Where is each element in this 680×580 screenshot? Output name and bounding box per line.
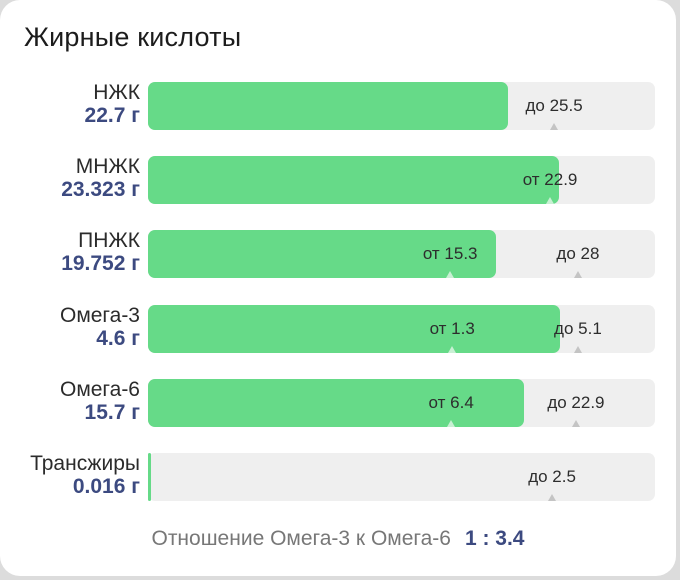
progress-track: от 15.3 до 28 (148, 230, 655, 278)
nutrient-row: Трансжиры 0.016 г до 2.5 (0, 452, 676, 502)
nutrient-amount: 0.016 г (72, 475, 140, 498)
omega-ratio: Отношение Омега-3 к Омега-6 1 : 3.4 (0, 527, 676, 551)
nutrient-row: Омега-3 4.6 г от 1.3 до 5.1 (0, 304, 676, 354)
progress-track: от 22.9 (148, 156, 655, 204)
nutrient-label: Трансжиры 0.016 г (30, 452, 140, 498)
nutrient-name: Трансжиры (30, 452, 140, 475)
nutrient-name: Омега-6 (59, 378, 140, 401)
nutrient-row: ПНЖК 19.752 г от 15.3 до 28 (0, 229, 676, 279)
range-marker-label: от 1.3 (429, 319, 475, 338)
progress-fill (148, 379, 525, 427)
nutrient-amount: 19.752 г (61, 252, 140, 275)
range-marker-label: до 5.1 (554, 319, 602, 338)
card-title: Жирные кислоты (24, 22, 242, 52)
nutrient-name: ПНЖК (78, 229, 140, 252)
progress-track: до 2.5 (148, 453, 655, 501)
nutrient-label: НЖК 22.7 г (85, 81, 140, 127)
range-marker-label: от 22.9 (522, 170, 578, 189)
marker-triangle-icon (446, 271, 455, 278)
marker-triangle-icon (448, 346, 457, 353)
nutrient-amount: 4.6 г (96, 327, 140, 350)
nutrient-row: Омега-6 15.7 г от 6.4 до 22.9 (0, 378, 676, 428)
marker-triangle-icon (447, 420, 456, 427)
nutrient-name: НЖК (93, 81, 140, 104)
marker-triangle-icon (571, 420, 580, 427)
range-marker-label: до 2.5 (528, 467, 576, 486)
marker-triangle-icon (573, 346, 582, 353)
progress-track: от 1.3 до 5.1 (148, 305, 655, 353)
progress-fill (148, 230, 496, 278)
marker-triangle-icon (573, 271, 582, 278)
nutrient-amount: 23.323 г (61, 178, 140, 201)
range-marker-label: от 6.4 (428, 393, 474, 412)
nutrient-label: МНЖК 23.323 г (61, 155, 140, 201)
nutrient-label: Омега-6 15.7 г (60, 378, 140, 424)
omega-ratio-label: Отношение Омега-3 к Омега-6 (151, 527, 451, 550)
omega-ratio-value: 1 : 3.4 (464, 527, 525, 550)
nutrient-row: НЖК 22.7 г до 25.5 (0, 81, 676, 131)
nutrient-name: Омега-3 (59, 304, 140, 327)
progress-fill (148, 305, 561, 353)
range-marker-label: до 28 (556, 244, 600, 263)
range-marker-label: до 25.5 (525, 96, 583, 115)
progress-fill (148, 82, 509, 130)
marker-triangle-icon (548, 494, 557, 501)
nutrient-label: ПНЖК 19.752 г (61, 229, 140, 275)
nutrient-name: МНЖК (75, 155, 140, 178)
range-marker-label: от 15.3 (422, 244, 478, 263)
nutrient-amount: 15.7 г (84, 401, 140, 424)
progress-fill (148, 453, 151, 501)
range-marker-label: до 22.9 (547, 393, 605, 412)
nutrient-label: Омега-3 4.6 г (60, 304, 140, 350)
nutrient-amount: 22.7 г (84, 104, 140, 127)
progress-track: до 25.5 (148, 82, 655, 130)
marker-triangle-icon (550, 123, 559, 130)
marker-triangle-icon (546, 197, 555, 204)
nutrient-row: МНЖК 23.323 г от 22.9 (0, 155, 676, 205)
progress-track: от 6.4 до 22.9 (148, 379, 655, 427)
progress-fill (148, 156, 560, 204)
